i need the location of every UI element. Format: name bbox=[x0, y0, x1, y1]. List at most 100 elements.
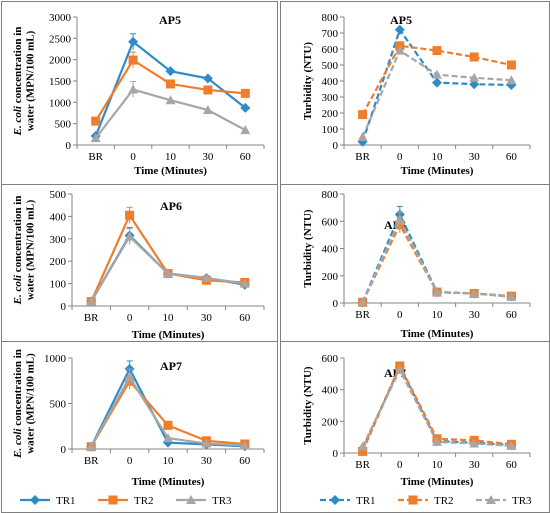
x-tick-label: 60 bbox=[506, 309, 518, 321]
data-point bbox=[240, 88, 250, 98]
x-axis-label: Time (Minutes) bbox=[132, 329, 205, 341]
data-point bbox=[165, 66, 176, 77]
x-tick-label: 10 bbox=[432, 309, 444, 321]
data-point bbox=[506, 440, 517, 450]
y-tick-label: 1000 bbox=[49, 97, 72, 109]
x-tick-label: 10 bbox=[432, 151, 444, 163]
data-point bbox=[124, 372, 135, 382]
y-tick-label: 1000 bbox=[44, 353, 67, 365]
y-tick-label: 2000 bbox=[49, 55, 72, 67]
x-tick-label: 0 bbox=[127, 312, 133, 324]
data-point bbox=[125, 210, 135, 220]
data-point bbox=[469, 52, 479, 62]
x-tick-label: 30 bbox=[469, 309, 481, 321]
x-tick-label: 60 bbox=[240, 151, 252, 163]
legend-marker bbox=[186, 495, 196, 504]
series-TR3 bbox=[357, 45, 517, 141]
data-point bbox=[469, 288, 480, 298]
data-point bbox=[128, 55, 138, 65]
y-tick-label: 0 bbox=[333, 448, 339, 460]
italic-species-name: E. coli bbox=[12, 274, 24, 305]
x-tick-label: 30 bbox=[201, 455, 213, 467]
x-tick-label: BR bbox=[355, 459, 370, 471]
legend-marker bbox=[30, 495, 40, 505]
data-point bbox=[358, 446, 368, 456]
data-point bbox=[166, 79, 175, 89]
chart-panel-1: 0 500 1000 1500 2000 2500 3000 BR 0 10 30 60 AP5 Time… bbox=[1, 1, 278, 185]
y-tick-label: 0 bbox=[61, 301, 67, 313]
y-tick-label: 700 bbox=[322, 28, 339, 40]
y-tick-label: 800 bbox=[322, 12, 339, 24]
y-tick-label: 0 bbox=[333, 298, 339, 310]
legend-marker bbox=[330, 495, 340, 505]
y-axis-label-line: E. coli concentration in bbox=[12, 349, 24, 459]
legend-label: TR2 bbox=[134, 495, 154, 507]
y-tick-label: 0 bbox=[61, 444, 67, 456]
chart-panel-3: 0 100 200 300 400 500 BR 0 10 30 60 AP6 Time (Minute… bbox=[1, 184, 278, 342]
y-axis-label: Turbidity (NTU) bbox=[302, 42, 314, 120]
y-tick-label: 600 bbox=[322, 216, 339, 228]
panel-frame bbox=[1, 184, 278, 342]
data-point bbox=[394, 45, 405, 55]
y-axis-label: E. coli concentration inwater (MPN/100 m… bbox=[12, 27, 37, 137]
y-tick-label: 200 bbox=[322, 416, 339, 428]
y-tick-label: 0 bbox=[66, 140, 72, 152]
y-tick-label: 500 bbox=[322, 60, 339, 72]
series-TR3 bbox=[86, 228, 250, 306]
y-tick-label: 300 bbox=[50, 234, 67, 246]
y-axis-label-line: Turbidity (NTU) bbox=[302, 42, 314, 120]
y-tick-label: 200 bbox=[50, 256, 67, 268]
data-point bbox=[358, 110, 368, 120]
x-tick-label: 10 bbox=[163, 455, 175, 467]
data-point bbox=[163, 420, 173, 430]
data-point bbox=[432, 46, 442, 56]
y-tick-label: 200 bbox=[322, 271, 339, 283]
series-line bbox=[361, 44, 512, 116]
data-point bbox=[394, 24, 405, 35]
x-tick-label: 0 bbox=[127, 455, 133, 467]
data-point bbox=[165, 95, 176, 105]
data-point bbox=[202, 105, 213, 115]
data-point bbox=[203, 85, 213, 95]
y-tick-label: 600 bbox=[322, 44, 339, 56]
y-tick-label: 1500 bbox=[49, 76, 72, 88]
y-axis-label: E. coli concentration inwater (MPN/100 m… bbox=[12, 349, 37, 459]
y-tick-label: 200 bbox=[322, 108, 339, 120]
series-line bbox=[94, 39, 246, 137]
chart-title: AP7 bbox=[160, 359, 182, 373]
x-axis-label: Time (Minutes) bbox=[134, 165, 207, 177]
data-point bbox=[163, 433, 173, 443]
data-point bbox=[239, 278, 250, 288]
series-TR2 bbox=[91, 51, 250, 126]
x-tick-label: 10 bbox=[163, 312, 175, 324]
chart-title: AP6 bbox=[160, 199, 182, 213]
y-tick-label: 400 bbox=[322, 244, 339, 256]
legend-label: TR2 bbox=[434, 495, 454, 507]
series-TR3 bbox=[90, 81, 251, 143]
y-tick-label: 300 bbox=[322, 92, 339, 104]
data-point bbox=[394, 214, 405, 224]
x-tick-label: BR bbox=[355, 309, 370, 321]
data-point bbox=[506, 75, 517, 85]
data-point bbox=[432, 77, 442, 88]
y-tick-label: 800 bbox=[322, 189, 339, 201]
data-point bbox=[506, 60, 516, 70]
data-point bbox=[240, 102, 251, 113]
y-tick-label: 500 bbox=[50, 189, 67, 201]
x-axis-label: Time (Minutes) bbox=[401, 328, 474, 340]
y-tick-label: 600 bbox=[322, 353, 339, 365]
y-axis-label: Turbidity (NTU) bbox=[302, 366, 314, 444]
series-TR3 bbox=[86, 368, 250, 451]
chart-title: AP5 bbox=[159, 13, 181, 27]
x-axis-label: Time (Minutes) bbox=[401, 476, 474, 488]
y-axis-label-line: water (MPN/100 mL) bbox=[24, 199, 36, 300]
x-tick-label: 0 bbox=[130, 151, 136, 163]
data-point bbox=[432, 69, 442, 79]
legend-marker bbox=[108, 495, 118, 505]
data-point bbox=[432, 287, 442, 297]
y-axis-label-line: E. coli concentration in bbox=[12, 196, 24, 306]
legend-right: TR1 TR2 TR3 bbox=[320, 495, 532, 507]
